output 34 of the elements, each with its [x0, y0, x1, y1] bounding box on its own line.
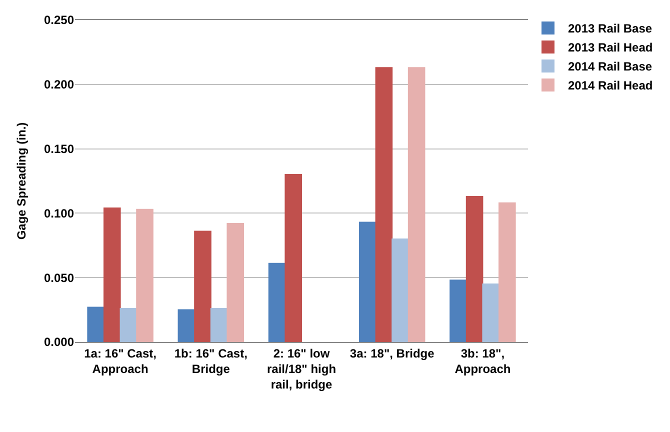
legend-label: 2014 Rail Base — [568, 60, 652, 74]
x-tick-label: 2: 16" low rail/18" high rail, bridge — [266, 346, 336, 392]
x-tick-label: 1b: 16" Cast, Bridge — [174, 346, 248, 376]
y-tick-label: 0.100 — [44, 206, 74, 220]
bar — [450, 280, 467, 342]
x-tick-label: 3b: 18", Approach — [454, 346, 511, 376]
bar — [210, 308, 228, 342]
bar — [408, 67, 426, 342]
x-tick-label: 1a: 16" Cast, Approach — [84, 346, 157, 376]
bar — [136, 208, 154, 342]
bar — [226, 223, 244, 342]
y-axis-title: Gage Spreading (in.) — [14, 122, 28, 240]
y-tick-label: 0.250 — [44, 13, 74, 28]
legend-label: 2013 Rail Head — [568, 40, 653, 55]
x-tick-label: 3a: 18", Bridge — [350, 346, 435, 360]
y-tick-label: 0.000 — [44, 335, 74, 350]
bar — [498, 202, 516, 342]
bar — [194, 230, 212, 342]
bar — [178, 309, 196, 342]
legend-label: 2013 Rail Base — [568, 22, 652, 36]
bar — [120, 308, 138, 342]
y-tick-label: 0.200 — [44, 78, 74, 92]
y-tick-label: 0.150 — [44, 142, 74, 156]
y-tick-label: 0.050 — [44, 270, 74, 285]
bar — [466, 196, 484, 342]
bar — [103, 208, 121, 342]
bar — [87, 306, 104, 342]
bar — [358, 222, 376, 342]
bar — [284, 174, 302, 342]
bar — [482, 284, 500, 342]
bar — [375, 67, 393, 342]
bar — [268, 262, 286, 342]
bar — [392, 238, 409, 342]
legend-label: 2014 Rail Head — [568, 78, 653, 93]
